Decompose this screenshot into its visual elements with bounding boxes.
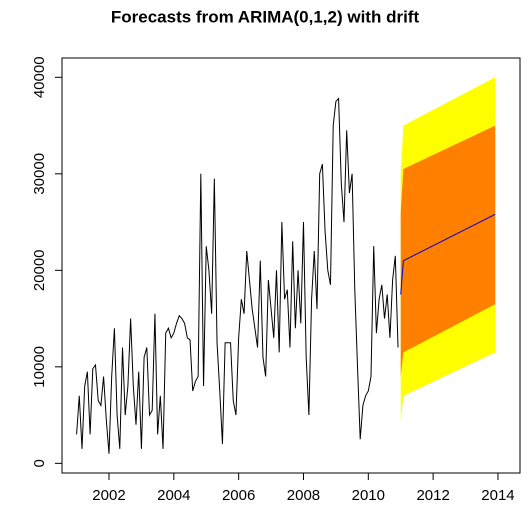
x-tick-label: 2012: [416, 487, 449, 504]
y-tick-label: 40000: [31, 56, 48, 98]
x-tick-label: 2008: [287, 487, 320, 504]
x-tick-label: 2014: [481, 487, 514, 504]
interval-80: [400, 125, 496, 377]
series-line: [76, 97, 399, 454]
y-tick-label: 10000: [31, 346, 48, 388]
y-tick-label: 30000: [31, 153, 48, 195]
y-tick-label: 20000: [31, 249, 48, 291]
x-tick-label: 2002: [92, 487, 125, 504]
x-tick-label: 2010: [352, 487, 385, 504]
x-tick-label: 2006: [222, 487, 255, 504]
x-tick-label: 2004: [157, 487, 190, 504]
forecast-mean: [400, 213, 496, 295]
chart-title: Forecasts from ARIMA(0,1,2) with drift: [111, 7, 420, 26]
y-tick-label: 0: [31, 459, 48, 467]
